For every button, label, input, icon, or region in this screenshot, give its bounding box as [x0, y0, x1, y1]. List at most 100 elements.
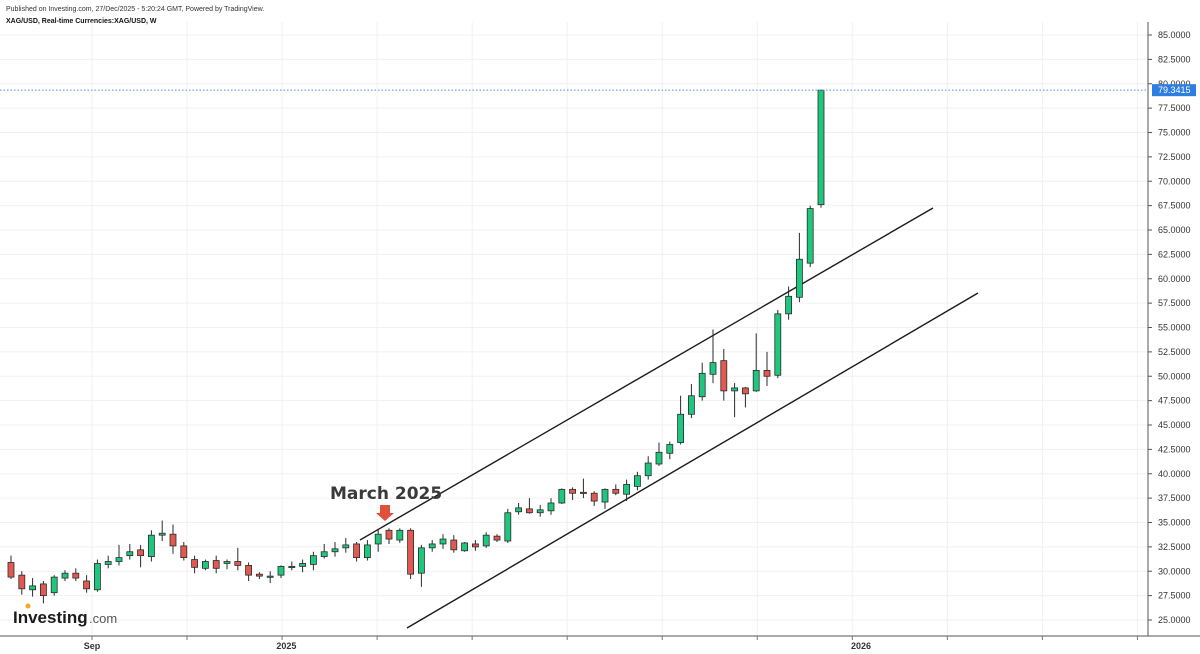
candle-up[interactable] — [223, 559, 231, 570]
candle-up[interactable] — [266, 571, 274, 583]
candle-up[interactable] — [363, 540, 371, 561]
candle-down[interactable] — [526, 498, 533, 514]
candle-up[interactable] — [666, 441, 674, 460]
candle-up[interactable] — [396, 528, 404, 543]
candle-up[interactable] — [515, 503, 522, 515]
candle-up[interactable] — [320, 543, 328, 559]
candles[interactable] — [7, 89, 825, 604]
candle-up[interactable] — [158, 520, 166, 542]
candle-body — [61, 572, 69, 579]
candle-up[interactable] — [94, 559, 101, 592]
candle-up[interactable] — [752, 333, 760, 392]
candle-up[interactable] — [785, 286, 792, 320]
candle-down[interactable] — [18, 571, 26, 595]
candle-up[interactable] — [634, 471, 641, 491]
candle-down[interactable] — [255, 572, 263, 580]
candle-up[interactable] — [461, 542, 469, 552]
time-axis[interactable]: Sep 2025 2026 — [84, 636, 1138, 651]
candle-down[interactable] — [407, 528, 415, 580]
candle-up[interactable] — [688, 384, 695, 419]
candle-down[interactable] — [72, 568, 80, 581]
candle-up[interactable] — [61, 570, 69, 581]
candle-down[interactable] — [137, 544, 145, 568]
candle-up[interactable] — [796, 232, 803, 303]
candle-down[interactable] — [7, 555, 15, 580]
candle-up[interactable] — [482, 532, 490, 548]
price-tick-label: 25.0000 — [1158, 615, 1191, 625]
candle-up[interactable] — [655, 442, 663, 466]
candle-down[interactable] — [180, 542, 188, 561]
candle-up[interactable] — [104, 555, 112, 569]
candle-body — [407, 529, 415, 575]
upper-trend-line[interactable] — [359, 207, 934, 541]
candle-up[interactable] — [417, 544, 425, 587]
candle-up[interactable] — [623, 479, 630, 502]
lower-trend-line[interactable] — [406, 292, 979, 629]
candle-down[interactable] — [212, 555, 220, 574]
candle-body — [709, 362, 717, 375]
candle-down[interactable] — [612, 484, 620, 496]
time-tick-label: 2026 — [851, 641, 871, 651]
candle-down[interactable] — [720, 348, 728, 401]
trend-channel[interactable] — [359, 207, 979, 629]
candle-down[interactable] — [234, 547, 242, 571]
candle-up[interactable] — [299, 559, 307, 573]
candle-down[interactable] — [245, 562, 253, 581]
candle-down[interactable] — [742, 386, 749, 408]
candle-body — [752, 369, 760, 392]
candle-up[interactable] — [374, 529, 382, 552]
candle-up[interactable] — [806, 205, 814, 268]
candle-up[interactable] — [698, 362, 706, 401]
price-axis[interactable]: 25.0000 27.5000 30.0000 32.5000 35.0000 37.50… — [1148, 30, 1191, 625]
candle-body — [688, 395, 695, 415]
candle-down[interactable] — [590, 491, 598, 506]
candle-down[interactable] — [471, 540, 479, 551]
candle-up[interactable] — [201, 559, 209, 571]
candle-up[interactable] — [504, 508, 512, 543]
candle-up[interactable] — [277, 565, 285, 579]
candle-body — [180, 545, 188, 559]
candle-up[interactable] — [428, 540, 436, 552]
candle-body — [612, 488, 620, 494]
candle-down[interactable] — [385, 528, 393, 544]
candle-down[interactable] — [40, 581, 47, 604]
candle-down[interactable] — [191, 555, 199, 574]
candle-up[interactable] — [817, 89, 825, 208]
candle-up[interactable] — [558, 488, 566, 504]
candle-up[interactable] — [709, 329, 717, 384]
candle-body — [94, 563, 101, 591]
candle-up[interactable] — [50, 575, 58, 596]
candle-up[interactable] — [536, 504, 544, 517]
candle-down[interactable] — [450, 535, 458, 553]
candle-up[interactable] — [677, 395, 684, 445]
candle-up[interactable] — [331, 542, 339, 557]
candle-down[interactable] — [569, 487, 576, 501]
price-tick-label: 37.5000 — [1158, 493, 1191, 503]
price-tick-label: 57.5000 — [1158, 298, 1191, 308]
candle-body — [266, 575, 274, 578]
candle-down[interactable] — [353, 542, 361, 562]
candle-up[interactable] — [439, 534, 447, 549]
candle-down[interactable] — [493, 534, 501, 542]
candle-up[interactable] — [126, 543, 134, 560]
candle-down[interactable] — [83, 575, 90, 593]
candle-down[interactable] — [580, 478, 587, 499]
candle-body — [547, 502, 555, 512]
candle-up[interactable] — [288, 561, 296, 571]
candle-body — [363, 544, 371, 558]
candle-body — [785, 295, 792, 315]
candle-up[interactable] — [731, 383, 738, 418]
candle-body — [590, 492, 598, 502]
candle-up[interactable] — [342, 538, 350, 553]
candle-up[interactable] — [115, 544, 123, 566]
candle-up[interactable] — [147, 530, 155, 562]
candle-up[interactable] — [547, 498, 555, 515]
candle-up[interactable] — [644, 456, 652, 480]
candle-down[interactable] — [169, 524, 177, 554]
candle-up[interactable] — [774, 309, 782, 379]
candle-up[interactable] — [601, 488, 609, 509]
candle-up[interactable] — [309, 551, 317, 571]
candle-up[interactable] — [29, 578, 37, 597]
candle-down[interactable] — [763, 351, 771, 386]
